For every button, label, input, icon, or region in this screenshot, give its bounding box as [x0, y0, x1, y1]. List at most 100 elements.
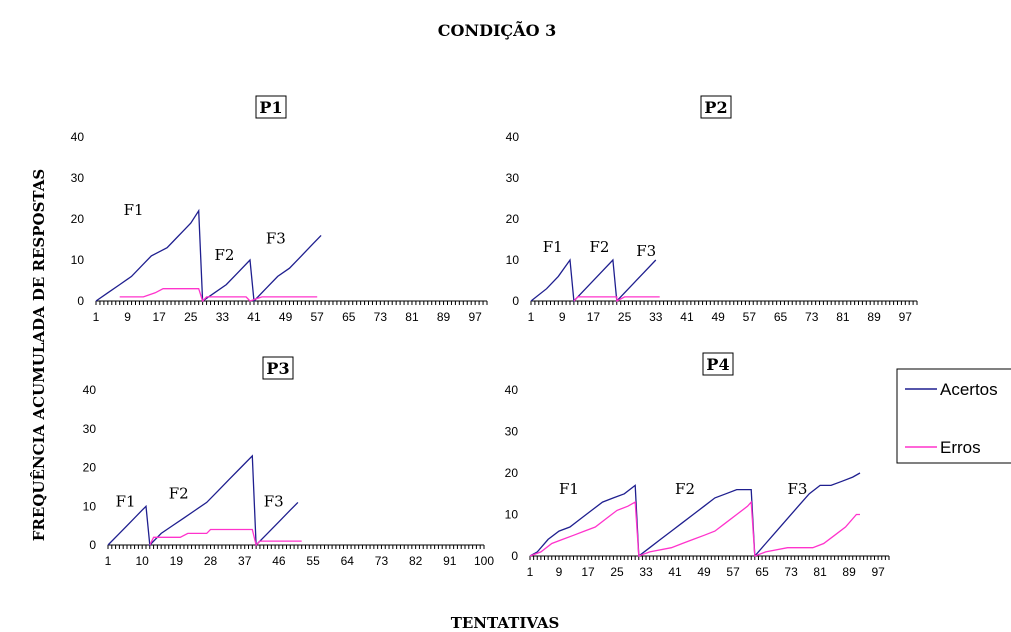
x-tick-label: 73 [784, 565, 798, 579]
x-tick-label: 9 [556, 565, 563, 579]
panel-title: P2 [704, 98, 727, 117]
panel-title-box [255, 95, 287, 119]
x-tick-label: 65 [342, 310, 356, 324]
phase-label: F1 [124, 201, 144, 219]
x-tick-label: 57 [310, 310, 324, 324]
y-tick-label: 0 [511, 549, 518, 563]
y-tick-label: 30 [505, 425, 519, 439]
phase-label: F1 [543, 238, 563, 256]
x-tick-label: 89 [842, 565, 856, 579]
panel-title-box [700, 95, 732, 119]
x-tick-label: 33 [649, 310, 663, 324]
x-tick-label: 57 [743, 310, 757, 324]
x-tick-label: 46 [272, 554, 286, 568]
y-tick-label: 0 [512, 294, 519, 308]
x-tick-label: 89 [867, 310, 881, 324]
x-tick-label: 82 [409, 554, 423, 568]
x-tick-label: 10 [136, 554, 150, 568]
series-line-erros [573, 296, 660, 303]
x-tick-label: 97 [871, 565, 885, 579]
series-line-acertos [107, 454, 299, 547]
phase-label: F1 [116, 492, 136, 510]
x-tick-label: 81 [836, 310, 850, 324]
phase-label: F3 [266, 230, 286, 248]
x-tick-label: 49 [711, 310, 725, 324]
phase-label: F3 [787, 480, 807, 498]
panel-title: P1 [259, 98, 282, 117]
panel-p1: P1 1 9 17 25 33 41 49 57 65 73 81 89 97 0 10 20 30 40 F1 F2 F… [71, 95, 488, 324]
series-line-erros [529, 500, 860, 557]
y-tick-label: 10 [505, 508, 519, 522]
x-tick-label: 57 [726, 565, 740, 579]
x-tick-label: 73 [375, 554, 389, 568]
series-line-acertos [529, 472, 861, 558]
x-tick-label: 73 [374, 310, 388, 324]
x-tick-label: 9 [559, 310, 566, 324]
y-tick-label: 30 [506, 171, 520, 185]
y-tick-label: 0 [89, 538, 96, 552]
series-line-erros [149, 528, 302, 547]
series-line-acertos [95, 208, 322, 303]
x-tick-label: 65 [755, 565, 769, 579]
x-tick-label: 1 [105, 554, 112, 568]
panel-p3: P3 1 10 19 28 37 46 55 64 73 82 91 100 0 10 20 30 40 F1 F2 F… [83, 356, 494, 568]
x-tick-label: 89 [437, 310, 451, 324]
phase-label: F3 [636, 242, 656, 260]
x-tick-label: 1 [528, 310, 535, 324]
x-tick-label: 1 [93, 310, 100, 324]
x-tick-label: 19 [170, 554, 184, 568]
x-tick-label: 17 [587, 310, 601, 324]
x-tick-label: 100 [474, 554, 494, 568]
x-tick-label: 33 [216, 310, 230, 324]
y-tick-label: 30 [83, 422, 97, 436]
x-tick-label: 9 [124, 310, 131, 324]
x-tick-label: 49 [279, 310, 293, 324]
phase-label: F2 [675, 480, 695, 498]
phase-label: F3 [264, 492, 284, 510]
y-tick-label: 20 [505, 466, 519, 480]
x-tick-label: 97 [899, 310, 913, 324]
legend: Acertos Erros [896, 368, 1011, 464]
x-tick-label: 73 [805, 310, 819, 324]
y-tick-label: 20 [83, 461, 97, 475]
x-tick-label: 49 [697, 565, 711, 579]
x-tick-label: 25 [184, 310, 198, 324]
x-tick-label: 81 [405, 310, 419, 324]
y-tick-label: 20 [506, 212, 520, 226]
x-tick-label: 28 [204, 554, 218, 568]
x-tick-label: 64 [341, 554, 355, 568]
x-tick-label: 17 [581, 565, 595, 579]
series-line-erros [119, 288, 318, 303]
x-tick-label: 41 [247, 310, 261, 324]
phase-label: F2 [169, 485, 189, 503]
phase-label: F2 [589, 238, 609, 256]
x-tick-label: 81 [813, 565, 827, 579]
y-tick-label: 0 [77, 294, 84, 308]
legend-erros-label: Erros [940, 438, 981, 457]
x-tick-label: 25 [610, 565, 624, 579]
x-tick-label: 17 [153, 310, 167, 324]
panel-p2: P2 1 9 17 25 33 41 49 57 65 73 81 89 97 0 10 20 30 40 F1 F2 F… [506, 95, 918, 324]
x-tick-label: 41 [680, 310, 694, 324]
y-axis-title: FREQUÊNCIA ACUMULADA DE RESPOSTAS [30, 169, 48, 541]
x-tick-label: 25 [618, 310, 632, 324]
y-tick-label: 10 [83, 499, 97, 513]
y-tick-label: 40 [83, 383, 97, 397]
phase-label: F1 [559, 480, 579, 498]
figure-title: CONDIÇÃO 3 [438, 19, 556, 40]
y-tick-label: 40 [505, 383, 519, 397]
y-tick-label: 10 [71, 253, 85, 267]
panel-title: P3 [266, 359, 289, 378]
panel-title-box [262, 356, 294, 380]
legend-acertos-label: Acertos [940, 380, 998, 399]
panel-title: P4 [706, 355, 729, 374]
x-tick-label: 55 [306, 554, 320, 568]
x-tick-label: 37 [238, 554, 252, 568]
x-tick-label: 33 [639, 565, 653, 579]
panel-p4: P4 1 9 17 25 33 41 49 57 65 73 81 89 97 0 10 20 30 40 F1 F2 F… [505, 352, 890, 579]
y-tick-label: 40 [71, 130, 85, 144]
x-tick-label: 91 [443, 554, 457, 568]
x-axis-title: TENTATIVAS [451, 614, 560, 632]
